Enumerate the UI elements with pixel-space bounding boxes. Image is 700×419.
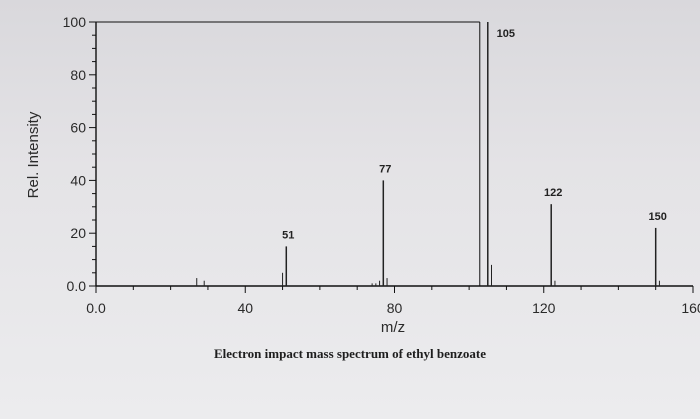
peak-label: 77 (379, 163, 391, 175)
x-tick-label: 0.0 (86, 300, 106, 316)
x-axis-label: m/z (381, 319, 405, 336)
x-axis-ticks: 0.0 40 80 120 160 (86, 286, 700, 316)
peak-series (196, 22, 660, 286)
peak-label: 51 (282, 229, 294, 241)
y-axis-label: Rel. Intensity (25, 111, 42, 198)
y-tick-label: 60 (70, 120, 86, 136)
peak-labels: 51 77 105 122 150 (282, 28, 667, 241)
peak-label: 105 (497, 28, 515, 40)
x-tick-label: 40 (237, 300, 253, 316)
x-tick-label: 120 (532, 300, 556, 316)
peak-label: 122 (544, 187, 562, 199)
y-axis-ticks: 0.0 20 40 60 80 100 (63, 14, 96, 294)
y-tick-label: 100 (63, 14, 87, 30)
y-tick-label: 40 (70, 172, 86, 188)
y-tick-label: 0.0 (67, 278, 87, 294)
x-tick-label: 160 (681, 300, 700, 316)
y-tick-label: 80 (70, 67, 86, 83)
x-tick-label: 80 (387, 300, 403, 316)
chart-title: Electron impact mass spectrum of ethyl b… (214, 346, 486, 361)
peak-label: 150 (649, 211, 667, 223)
y-tick-label: 20 (70, 225, 86, 241)
